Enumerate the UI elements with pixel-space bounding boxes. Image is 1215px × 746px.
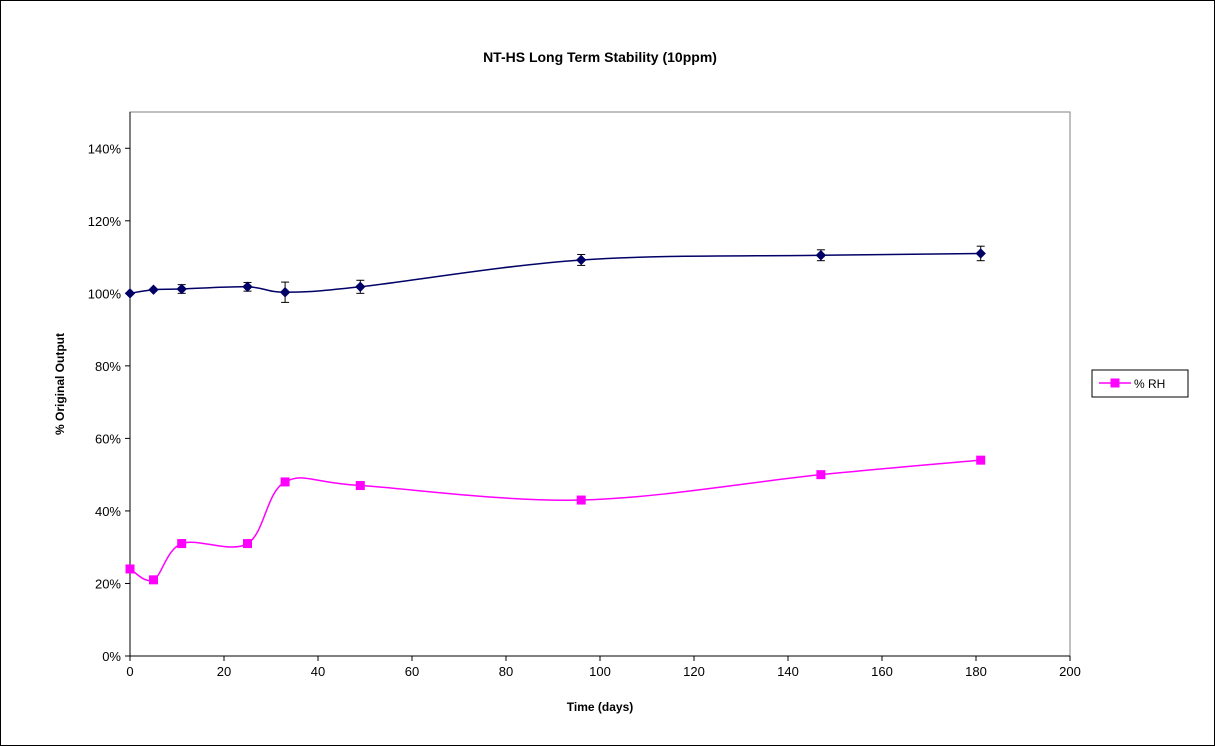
data-point	[124, 288, 136, 299]
x-tick-label: 80	[499, 664, 513, 679]
data-point	[243, 539, 252, 549]
x-tick-label: 40	[311, 664, 325, 679]
y-axis-ticks: 0% 20% 40% 60% 80% 100% 120% 140%	[88, 141, 130, 664]
y-tick-label: 80%	[95, 359, 121, 374]
data-point	[125, 564, 135, 574]
data-point	[976, 455, 986, 465]
x-tick-label: 0	[126, 664, 133, 679]
data-point	[355, 481, 365, 491]
x-tick-label: 60	[405, 664, 419, 679]
x-tick-label: 120	[683, 664, 705, 679]
x-tick-label: 160	[871, 664, 893, 679]
series-0	[124, 245, 986, 303]
y-tick-label: 20%	[95, 576, 121, 591]
y-tick-label: 40%	[95, 504, 121, 519]
y-tick-label: 100%	[88, 286, 122, 301]
data-point	[176, 283, 187, 295]
x-tick-label: 140	[777, 664, 799, 679]
y-axis-title: % Original Output	[53, 333, 67, 435]
data-point	[576, 495, 586, 505]
legend-marker-rh	[1110, 378, 1120, 388]
y-tick-label: 120%	[88, 214, 122, 229]
x-tick-label: 180	[965, 664, 987, 679]
chart-title: NT-HS Long Term Stability (10ppm)	[483, 49, 717, 65]
series-1	[125, 455, 986, 585]
data-point	[242, 281, 253, 293]
y-tick-label: 60%	[95, 431, 121, 446]
legend-label-rh: % RH	[1134, 377, 1165, 391]
legend: % RH	[1091, 369, 1189, 398]
x-axis-ticks: 0 20 40 60 80 100 120 140 160 180 200	[126, 656, 1081, 679]
data-point	[148, 284, 159, 295]
x-axis-title: Time (days)	[567, 700, 633, 714]
x-tick-label: 200	[1059, 664, 1081, 679]
data-point	[815, 250, 827, 261]
data-point	[149, 575, 158, 585]
data-point	[355, 281, 366, 293]
x-tick-label: 20	[217, 664, 231, 679]
data-point	[279, 287, 291, 298]
series-layer	[124, 245, 986, 585]
data-point	[177, 539, 187, 549]
series-line-1	[129, 459, 981, 582]
y-tick-label: 0%	[102, 649, 121, 664]
data-point	[575, 254, 587, 266]
y-tick-label: 140%	[88, 141, 122, 156]
data-point	[280, 477, 290, 487]
x-tick-label: 100	[589, 664, 611, 679]
data-point	[816, 470, 826, 480]
data-point	[975, 248, 986, 259]
plot-area	[129, 111, 1071, 657]
